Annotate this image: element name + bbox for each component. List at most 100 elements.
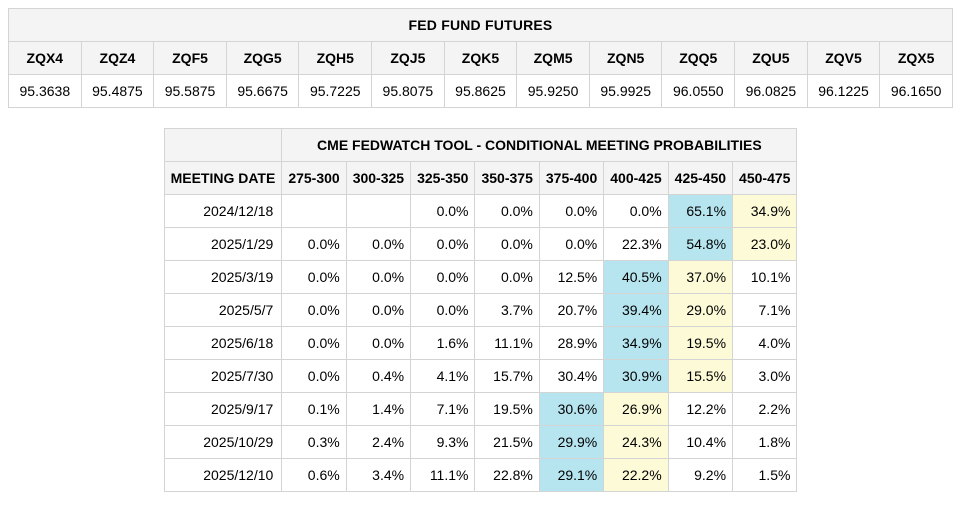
prob-cell: 9.2% — [668, 459, 732, 492]
prob-cell: 1.4% — [346, 393, 410, 426]
prob-cell: 0.0% — [282, 261, 346, 294]
prob-cell: 0.0% — [282, 294, 346, 327]
prob-cell: 0.0% — [346, 261, 410, 294]
prob-cell: 0.0% — [411, 195, 475, 228]
futures-value: 96.1225 — [807, 75, 880, 108]
meeting-date: 2024/12/18 — [164, 195, 282, 228]
futures-value: 96.0825 — [735, 75, 808, 108]
prob-cell: 2.4% — [346, 426, 410, 459]
prob-cell: 21.5% — [475, 426, 539, 459]
futures-code: ZQV5 — [807, 42, 880, 75]
futures-code: ZQH5 — [299, 42, 372, 75]
prob-cell: 0.3% — [282, 426, 346, 459]
futures-value: 96.1650 — [880, 75, 953, 108]
futures-code: ZQX5 — [880, 42, 953, 75]
prob-cell: 10.4% — [668, 426, 732, 459]
futures-value: 95.9925 — [589, 75, 662, 108]
prob-cell: 30.9% — [604, 360, 668, 393]
prob-bucket-header: 375-400 — [539, 162, 603, 195]
futures-code: ZQZ4 — [81, 42, 154, 75]
meeting-date-header: MEETING DATE — [164, 162, 282, 195]
prob-cell: 11.1% — [411, 459, 475, 492]
prob-bucket-header: 350-375 — [475, 162, 539, 195]
futures-value: 96.0550 — [662, 75, 735, 108]
prob-cell: 28.9% — [539, 327, 603, 360]
prob-cell — [282, 195, 346, 228]
prob-cell: 3.4% — [346, 459, 410, 492]
prob-cell: 26.9% — [604, 393, 668, 426]
prob-body: 2024/12/180.0%0.0%0.0%0.0%65.1%34.9%2025… — [164, 195, 797, 492]
prob-cell: 0.0% — [475, 195, 539, 228]
futures-title: FED FUND FUTURES — [9, 9, 953, 42]
futures-value: 95.8625 — [444, 75, 517, 108]
futures-code: ZQQ5 — [662, 42, 735, 75]
prob-cell: 7.1% — [411, 393, 475, 426]
prob-cell: 0.0% — [604, 195, 668, 228]
futures-value: 95.9250 — [517, 75, 590, 108]
prob-cell: 23.0% — [733, 228, 797, 261]
prob-title: CME FEDWATCH TOOL - CONDITIONAL MEETING … — [282, 129, 797, 162]
meeting-date: 2025/10/29 — [164, 426, 282, 459]
futures-value: 95.8075 — [372, 75, 445, 108]
prob-cell: 11.1% — [475, 327, 539, 360]
meeting-date: 2025/9/17 — [164, 393, 282, 426]
futures-value: 95.4875 — [81, 75, 154, 108]
prob-bucket-header: 400-425 — [604, 162, 668, 195]
futures-code: ZQF5 — [154, 42, 227, 75]
prob-row: 2025/7/300.0%0.4%4.1%15.7%30.4%30.9%15.5… — [164, 360, 797, 393]
prob-cell: 19.5% — [475, 393, 539, 426]
prob-cell: 0.0% — [282, 228, 346, 261]
prob-cell: 0.0% — [411, 261, 475, 294]
prob-bucket-header: 300-325 — [346, 162, 410, 195]
prob-cell: 1.6% — [411, 327, 475, 360]
prob-cell: 0.0% — [346, 228, 410, 261]
prob-header-row: MEETING DATE 275-300300-325325-350350-37… — [164, 162, 797, 195]
futures-code: ZQM5 — [517, 42, 590, 75]
futures-code: ZQX4 — [9, 42, 82, 75]
prob-cell: 3.7% — [475, 294, 539, 327]
prob-row: 2025/3/190.0%0.0%0.0%0.0%12.5%40.5%37.0%… — [164, 261, 797, 294]
prob-row: 2025/5/70.0%0.0%0.0%3.7%20.7%39.4%29.0%7… — [164, 294, 797, 327]
prob-cell: 15.5% — [668, 360, 732, 393]
futures-value: 95.6675 — [226, 75, 299, 108]
prob-cell: 15.7% — [475, 360, 539, 393]
prob-cell: 22.3% — [604, 228, 668, 261]
prob-cell: 40.5% — [604, 261, 668, 294]
futures-value: 95.5875 — [154, 75, 227, 108]
prob-cell: 29.1% — [539, 459, 603, 492]
prob-cell: 0.0% — [282, 360, 346, 393]
prob-cell: 29.9% — [539, 426, 603, 459]
futures-code: ZQN5 — [589, 42, 662, 75]
prob-bucket-header: 275-300 — [282, 162, 346, 195]
prob-row: 2024/12/180.0%0.0%0.0%0.0%65.1%34.9% — [164, 195, 797, 228]
prob-cell: 0.1% — [282, 393, 346, 426]
prob-cell: 10.1% — [733, 261, 797, 294]
prob-cell: 39.4% — [604, 294, 668, 327]
meeting-date: 2025/12/10 — [164, 459, 282, 492]
prob-row: 2025/10/290.3%2.4%9.3%21.5%29.9%24.3%10.… — [164, 426, 797, 459]
fed-fund-futures-table: FED FUND FUTURES ZQX4ZQZ4ZQF5ZQG5ZQH5ZQJ… — [8, 8, 953, 108]
futures-code: ZQJ5 — [372, 42, 445, 75]
prob-cell: 0.0% — [539, 228, 603, 261]
prob-cell: 4.1% — [411, 360, 475, 393]
prob-cell: 0.0% — [411, 294, 475, 327]
prob-cell: 0.4% — [346, 360, 410, 393]
prob-row: 2025/6/180.0%0.0%1.6%11.1%28.9%34.9%19.5… — [164, 327, 797, 360]
prob-cell: 0.0% — [346, 294, 410, 327]
futures-value: 95.7225 — [299, 75, 372, 108]
prob-cell: 0.0% — [475, 228, 539, 261]
prob-cell: 34.9% — [604, 327, 668, 360]
prob-row: 2025/9/170.1%1.4%7.1%19.5%30.6%26.9%12.2… — [164, 393, 797, 426]
prob-cell: 37.0% — [668, 261, 732, 294]
futures-code: ZQG5 — [226, 42, 299, 75]
prob-cell: 12.5% — [539, 261, 603, 294]
futures-values-row: 95.363895.487595.587595.667595.722595.80… — [9, 75, 953, 108]
prob-cell: 30.6% — [539, 393, 603, 426]
prob-cell: 9.3% — [411, 426, 475, 459]
prob-cell: 7.1% — [733, 294, 797, 327]
prob-cell: 65.1% — [668, 195, 732, 228]
prob-cell: 22.2% — [604, 459, 668, 492]
prob-cell: 3.0% — [733, 360, 797, 393]
meeting-date: 2025/5/7 — [164, 294, 282, 327]
prob-cell: 12.2% — [668, 393, 732, 426]
